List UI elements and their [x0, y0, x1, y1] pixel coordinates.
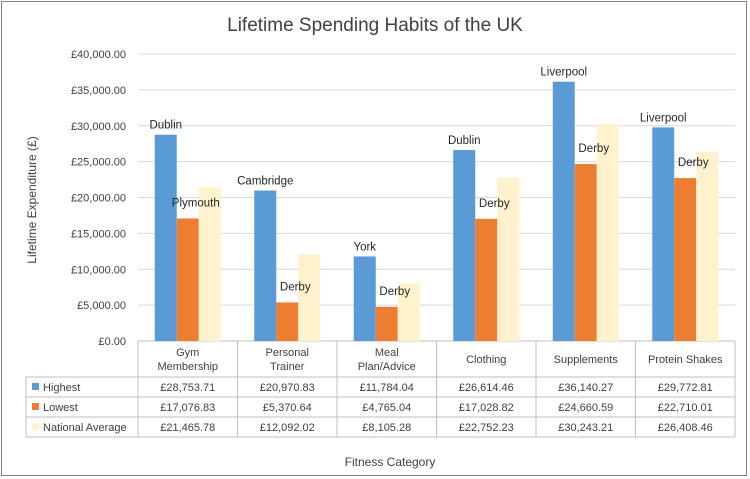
- table-cell: £4,765.04: [362, 402, 411, 414]
- data-label: Derby: [578, 143, 609, 155]
- y-tick-label: £25,000.00: [71, 157, 126, 169]
- legend-label: Highest: [43, 382, 80, 394]
- data-label: Liverpool: [540, 67, 587, 79]
- data-label: Derby: [479, 198, 510, 210]
- table-cell: £12,092.02: [260, 422, 315, 434]
- data-table: Gym Membership Personal Trainer Meal Plan/Adv…: [25, 341, 736, 438]
- data-label: York: [353, 241, 376, 253]
- data-label: Plymouth: [172, 197, 220, 209]
- bar-highest: [154, 134, 177, 341]
- bar-highest: [552, 81, 575, 341]
- bar-national-average: [397, 282, 420, 341]
- category-label: Meal: [375, 347, 399, 359]
- data-label: Derby: [280, 281, 311, 293]
- data-label: Cambridge: [237, 176, 293, 188]
- bar-lowest: [674, 178, 697, 341]
- legend-key-highest: [32, 383, 39, 390]
- table-cell: £17,076.83: [160, 402, 215, 414]
- table-cell: £21,465.78: [160, 422, 215, 434]
- legend-key-lowest: [32, 403, 39, 410]
- data-labels: Dublin Cambridge York Dublin Liverpool Liverp…: [149, 67, 708, 298]
- x-axis-label: Fitness Category: [345, 455, 436, 469]
- bar-lowest: [176, 218, 199, 341]
- table-cell: £5,370.64: [263, 402, 312, 414]
- table-cell: £26,614.46: [459, 382, 514, 394]
- category-label: Protein Shakes: [648, 354, 723, 366]
- bar-highest: [254, 190, 277, 341]
- bar-lowest: [475, 218, 498, 341]
- y-tick-label: £30,000.00: [71, 121, 126, 133]
- bar-lowest: [574, 164, 597, 341]
- table-cell: £36,140.27: [558, 382, 613, 394]
- bar-national-average: [198, 186, 221, 341]
- y-tick-label: £35,000.00: [71, 85, 126, 97]
- bar-national-average: [596, 124, 619, 341]
- data-label: Derby: [379, 286, 410, 298]
- y-tick-label: £15,000.00: [71, 228, 126, 240]
- legend-key-national-average: [32, 423, 39, 430]
- bar-national-average: [298, 254, 321, 341]
- bar-highest: [353, 256, 376, 341]
- data-label: Dublin: [149, 120, 182, 132]
- bar-national-average: [497, 177, 520, 341]
- table-cell: £22,710.01: [658, 402, 713, 414]
- table-cell: £24,660.59: [558, 402, 613, 414]
- category-label: Gym: [176, 347, 199, 359]
- table-cell: £22,752.23: [459, 422, 514, 434]
- table-cell: £11,784.04: [360, 382, 414, 394]
- data-label: Dublin: [448, 135, 481, 147]
- table-cell: £20,970.83: [260, 382, 315, 394]
- bar-lowest: [375, 306, 398, 341]
- bar-highest: [652, 127, 675, 341]
- bar-national-average: [696, 151, 719, 341]
- y-tick-label: £0.00: [98, 336, 126, 348]
- category-label: Plan/Advice: [358, 361, 416, 373]
- category-label: Trainer: [270, 361, 305, 373]
- data-label: Derby: [678, 157, 709, 169]
- table-cell: £28,753.71: [160, 382, 215, 394]
- bar-highest: [453, 150, 476, 341]
- y-tick-label: £40,000.00: [71, 49, 126, 61]
- category-label: Clothing: [466, 354, 506, 366]
- y-axis-label: Lifetime Expenditure (£): [25, 136, 39, 263]
- category-label: Personal: [266, 347, 309, 359]
- y-tick-label: £5,000.00: [77, 300, 126, 312]
- table-cell: £17,028.82: [459, 402, 514, 414]
- bar-lowest: [276, 302, 299, 341]
- bars: [154, 81, 719, 341]
- y-tick-label: £20,000.00: [71, 193, 126, 205]
- category-label: Membership: [157, 361, 218, 373]
- table-cell: £30,243.21: [558, 422, 613, 434]
- legend-label: National Average: [43, 422, 127, 434]
- data-label: Liverpool: [640, 112, 687, 124]
- chart-title: Lifetime Spending Habits of the UK: [227, 15, 523, 36]
- table-cell: £29,772.81: [658, 382, 713, 394]
- y-tick-label: £10,000.00: [71, 264, 126, 276]
- legend-label: Lowest: [43, 402, 78, 414]
- category-label: Supplements: [554, 354, 619, 366]
- table-cell: £26,408.46: [658, 422, 713, 434]
- table-cell: £8,105.28: [362, 422, 411, 434]
